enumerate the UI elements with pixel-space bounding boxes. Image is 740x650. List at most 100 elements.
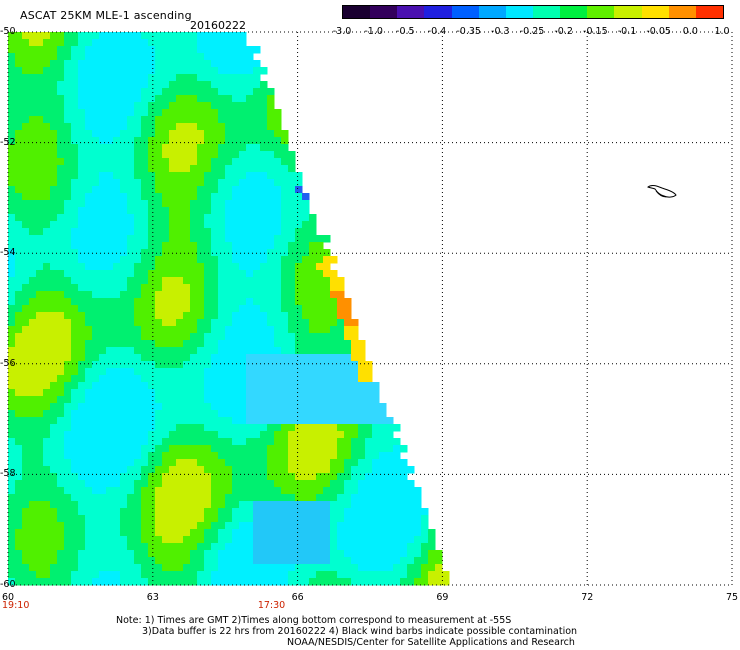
swath-cell [344, 452, 352, 460]
swath-cell [155, 417, 163, 425]
swath-cell [260, 291, 268, 299]
swath-cell [253, 256, 261, 264]
swath-cell [78, 452, 86, 460]
swath-cell [400, 473, 408, 481]
swath-cell [50, 564, 58, 572]
swath-cell [183, 550, 191, 558]
swath-cell [29, 452, 37, 460]
swath-cell [253, 452, 261, 460]
swath-cell [43, 249, 51, 257]
swath-cell [274, 326, 282, 334]
swath-cell [15, 60, 23, 68]
swath-cell [302, 263, 310, 271]
swath-cell [183, 522, 191, 530]
swath-cell [92, 228, 100, 236]
swath-cell [246, 375, 254, 383]
swath-cell [8, 522, 16, 530]
swath-cell [127, 578, 135, 586]
swath-cell [309, 571, 317, 579]
swath-cell [232, 396, 240, 404]
swath-cell [155, 256, 163, 264]
swath-cell [8, 46, 16, 54]
swath-cell [50, 179, 58, 187]
swath-cell [155, 39, 163, 47]
swath-cell [197, 151, 205, 159]
swath-cell [106, 249, 114, 257]
swath-cell [337, 382, 345, 390]
swath-cell [176, 53, 184, 61]
swath-cell [197, 235, 205, 243]
swath-cell [141, 571, 149, 579]
swath-cell [197, 515, 205, 523]
swath-cell [330, 550, 338, 558]
swath-cell [99, 291, 107, 299]
swath-cell [337, 305, 345, 313]
swath-cell [204, 242, 212, 250]
swath-cell [232, 466, 240, 474]
swath-cell [141, 151, 149, 159]
swath-cell [288, 536, 296, 544]
swath-cell [232, 32, 240, 40]
swath-cell [169, 508, 177, 516]
swath-cell [204, 172, 212, 180]
swath-cell [351, 536, 359, 544]
swath-cell [379, 494, 387, 502]
swath-cell [99, 214, 107, 222]
swath-cell [99, 354, 107, 362]
swath-cell [267, 438, 275, 446]
swath-cell [169, 298, 177, 306]
swath-cell [316, 410, 324, 418]
swath-cell [134, 235, 142, 243]
swath-cell [134, 438, 142, 446]
swath-cell [232, 459, 240, 467]
swath-cell [365, 578, 373, 586]
swath-cell [372, 515, 380, 523]
swath-cell [253, 508, 261, 516]
swath-cell [183, 354, 191, 362]
swath-cell [302, 249, 310, 257]
swath-cell [302, 284, 310, 292]
swath-cell [267, 536, 275, 544]
swath-cell [218, 158, 226, 166]
swath-cell [211, 186, 219, 194]
swath-cell [71, 326, 79, 334]
swath-cell [92, 137, 100, 145]
swath-cell [400, 494, 408, 502]
swath-cell [71, 298, 79, 306]
swath-cell [169, 319, 177, 327]
swath-cell [127, 473, 135, 481]
swath-cell [260, 578, 268, 586]
swath-cell [253, 130, 261, 138]
swath-cell [344, 515, 352, 523]
swath-cell [120, 221, 128, 229]
swath-cell [15, 123, 23, 131]
swath-cell [92, 242, 100, 250]
swath-cell [127, 263, 135, 271]
swath-cell [169, 200, 177, 208]
swath-cell [127, 179, 135, 187]
swath-cell [414, 487, 422, 495]
swath-cell [120, 543, 128, 551]
swath-cell [155, 438, 163, 446]
swath-cell [197, 529, 205, 537]
swath-cell [197, 172, 205, 180]
swath-cell [393, 536, 401, 544]
swath-cell [239, 508, 247, 516]
swath-cell [330, 438, 338, 446]
swath-cell [218, 354, 226, 362]
swath-cell [113, 361, 121, 369]
swath-cell [183, 249, 191, 257]
swath-cell [113, 81, 121, 89]
swath-cell [302, 501, 310, 509]
swath-cell [197, 564, 205, 572]
swath-cell [302, 578, 310, 586]
swath-cell [267, 193, 275, 201]
swath-cell [253, 529, 261, 537]
swath-cell [190, 466, 198, 474]
swath-cell [253, 60, 261, 68]
swath-cell [260, 305, 268, 313]
swath-cell [134, 459, 142, 467]
swath-cell [57, 536, 65, 544]
swath-cell [57, 242, 65, 250]
swath-cell [204, 368, 212, 376]
